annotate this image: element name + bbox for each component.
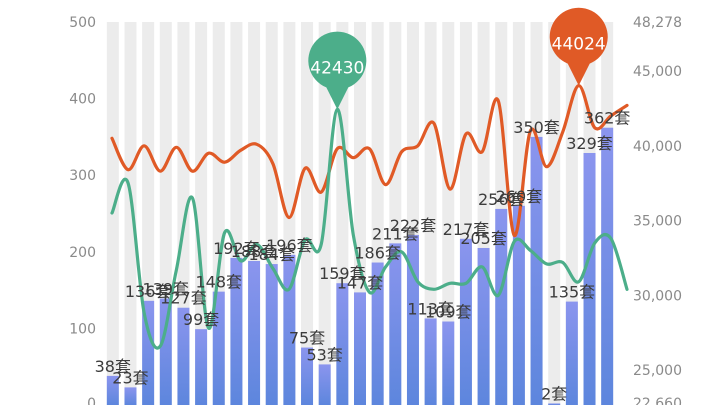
bar-track	[424, 22, 437, 405]
bar-track	[124, 22, 137, 405]
left-axis-tick: 0	[87, 396, 96, 405]
left-axis-tick: 100	[69, 321, 96, 337]
bar	[512, 205, 525, 405]
pin-label: 44024	[552, 35, 606, 55]
bar-track	[548, 22, 561, 405]
bar-data-label: 362套	[584, 109, 631, 128]
bar-data-label: 205套	[460, 229, 507, 248]
right-axis-tick: 30,000	[633, 288, 682, 304]
bar-data-label: 256套	[478, 190, 525, 209]
bar-data-label: 38套	[95, 357, 131, 376]
pin-shape	[549, 7, 608, 86]
pin-label: 42430	[310, 58, 364, 78]
bar	[212, 291, 225, 405]
value-pin: 44024	[549, 7, 608, 86]
left-axis: 0 100 200 300 400 500	[69, 15, 96, 405]
right-axis-tick: 25,000	[633, 363, 682, 379]
bar-data-label: 211套	[372, 224, 419, 243]
bar-data-label: 23套	[112, 368, 148, 387]
bar-data-label: 75套	[289, 329, 325, 348]
bar	[265, 264, 278, 405]
bar	[142, 300, 155, 405]
right-axis-tick: 48,278	[633, 15, 682, 31]
bar-data-label: 184套	[248, 245, 295, 264]
right-axis-tick: 40,000	[633, 139, 682, 155]
bar-data-label: 217套	[443, 220, 490, 239]
bar-data-label: 139套	[143, 280, 190, 299]
left-axis-tick: 300	[69, 168, 96, 184]
bar	[230, 257, 243, 405]
bar	[477, 247, 490, 405]
bar-track	[442, 22, 455, 405]
bar-data-label: 222套	[390, 216, 437, 235]
bar	[495, 208, 508, 405]
bar	[601, 127, 614, 405]
bar	[354, 292, 366, 405]
right-axis: 22,660 25,000 30,000 35,000 40,000 45,000 48,2…	[633, 15, 682, 405]
bar-data-label: 113套	[407, 299, 454, 318]
bar	[336, 283, 349, 405]
bar-track	[301, 22, 314, 405]
left-axis-tick: 200	[69, 245, 96, 261]
bar-data-label: 53套	[307, 345, 343, 364]
bar-data-label: 350套	[513, 118, 560, 137]
right-axis-tick: 35,000	[633, 214, 682, 230]
bar-data-label: 329套	[566, 134, 613, 153]
bar	[583, 152, 596, 405]
bar-data-label: 148套	[195, 273, 242, 292]
bar-data-label: 192套	[213, 239, 260, 258]
orange-line	[110, 83, 629, 238]
left-axis-tick: 400	[69, 92, 96, 108]
bar	[159, 298, 172, 405]
bar-data-label: 135套	[549, 283, 596, 302]
bar-data-label: 2套	[541, 384, 567, 403]
bar-data-label: 147套	[337, 273, 384, 292]
bar-data-label: 109套	[425, 303, 472, 322]
value-pin: 42430	[308, 31, 367, 110]
green-line	[110, 107, 629, 350]
bar-data-label: 188套	[231, 242, 278, 261]
bar	[424, 318, 437, 405]
bar	[248, 260, 261, 405]
bar	[195, 329, 208, 405]
bar	[530, 136, 543, 405]
bar	[106, 375, 119, 405]
bar	[301, 347, 314, 405]
pin-shape	[308, 31, 367, 110]
bar	[389, 243, 402, 405]
left-axis-tick: 500	[69, 15, 96, 31]
bar-data-label: 127套	[160, 289, 207, 308]
bar	[371, 262, 384, 405]
bar	[442, 321, 455, 405]
bar	[124, 387, 137, 405]
bar	[283, 254, 296, 405]
bar-series	[106, 127, 614, 405]
bar	[548, 403, 561, 405]
bar	[318, 364, 331, 405]
bar-data-label: 260套	[496, 187, 543, 206]
bar	[565, 301, 578, 405]
right-axis-tick: 22,660	[633, 396, 682, 405]
bar-data-label: 196套	[266, 236, 313, 255]
bar-data-label: 136套	[125, 282, 172, 301]
bar	[177, 307, 190, 405]
right-axis-tick: 45,000	[633, 64, 682, 80]
bar-data-label: 159套	[319, 264, 366, 283]
bar	[459, 238, 472, 405]
bar-data-label: 99套	[183, 310, 219, 329]
bar-data-label: 186套	[354, 244, 401, 263]
